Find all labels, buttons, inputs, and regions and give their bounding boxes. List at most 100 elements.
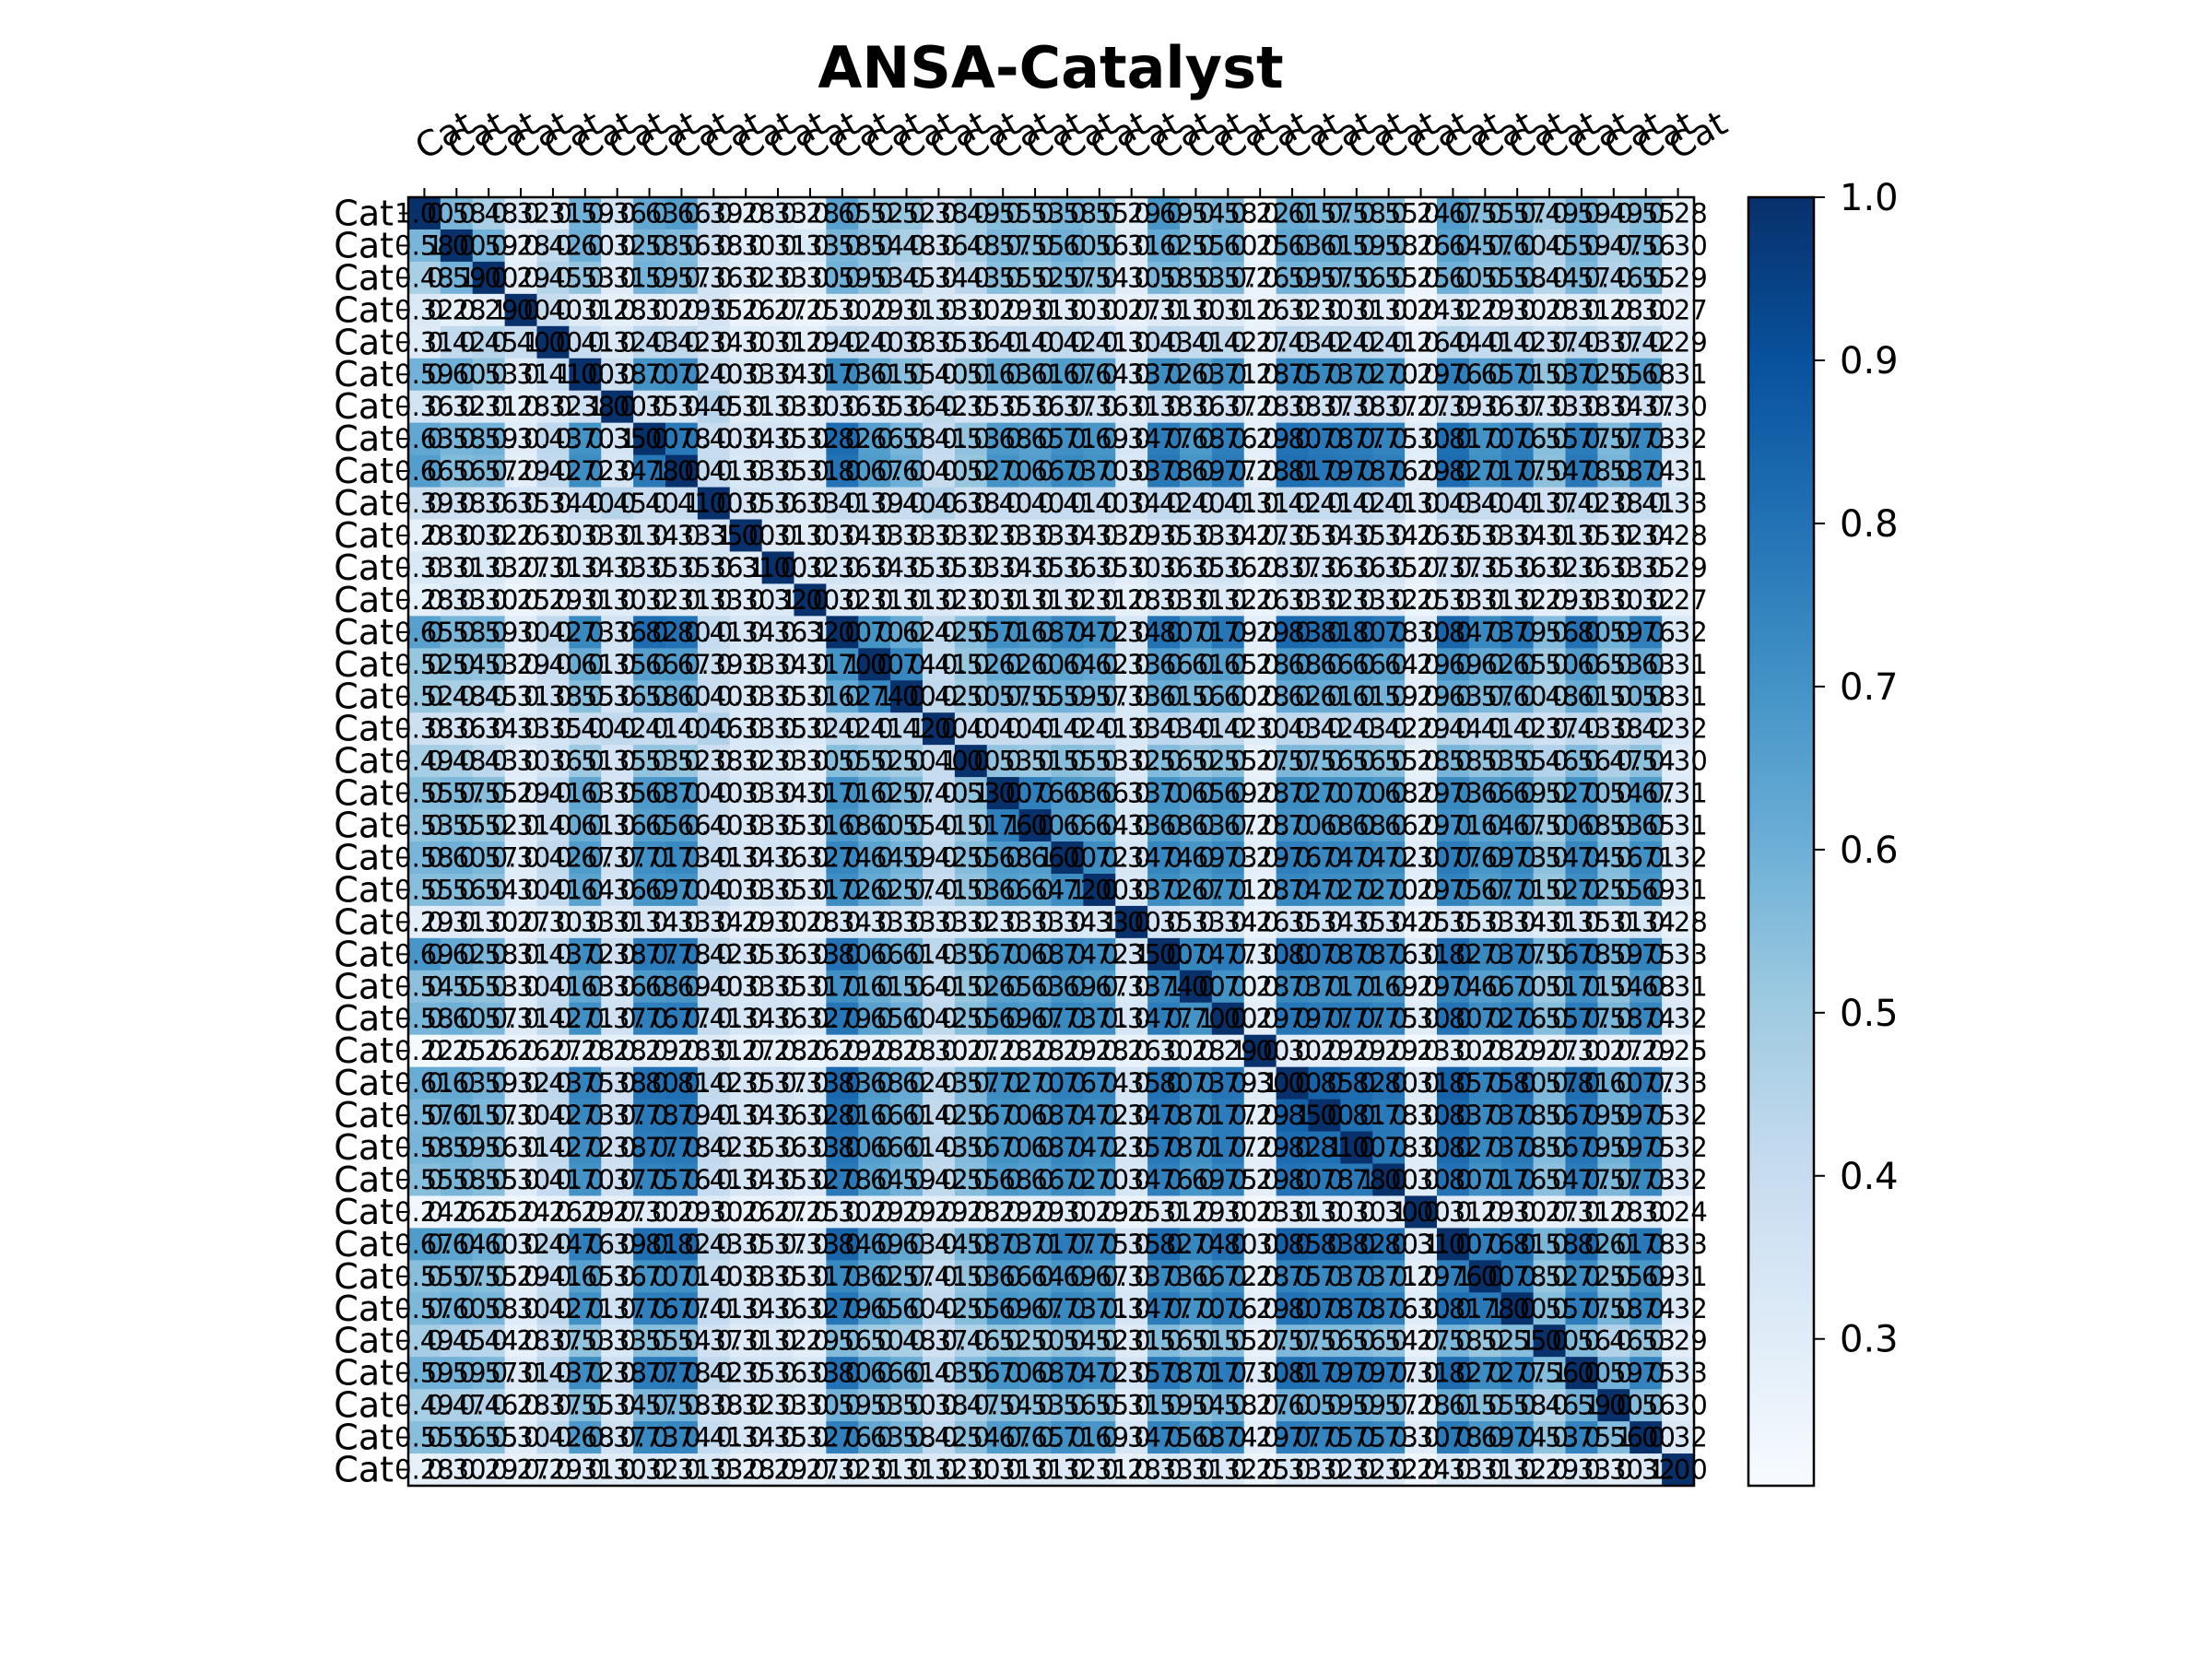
heatmap-cell <box>1115 293 1148 327</box>
heatmap-cell <box>761 325 794 359</box>
heatmap-cell <box>504 229 537 263</box>
heatmap-cell <box>1565 358 1598 392</box>
heatmap-cell <box>536 293 570 327</box>
heatmap-cell <box>569 390 602 424</box>
heatmap-cell <box>729 422 763 455</box>
heatmap-cell <box>1405 358 1438 392</box>
heatmap-cell <box>729 261 763 295</box>
heatmap-cell <box>1180 197 1213 230</box>
heatmap-cell <box>954 261 988 295</box>
heatmap-cell <box>1630 358 1663 392</box>
heatmap-cell <box>1147 229 1181 263</box>
cell-value-label: 0.27 <box>1648 294 1708 325</box>
heatmap-cell <box>986 325 1020 359</box>
cell-value-label: 0.33 <box>1648 488 1708 519</box>
heatmap-cell <box>633 422 666 455</box>
heatmap-cell <box>1018 325 1052 359</box>
chart-title: ANSA-Catalyst <box>818 34 1283 101</box>
heatmap-cell <box>858 293 891 327</box>
heatmap-cell <box>1308 229 1341 263</box>
heatmap-cell <box>569 325 602 359</box>
heatmap-cell <box>633 358 666 392</box>
heatmap-cell <box>1533 229 1566 263</box>
heatmap-cell <box>1500 358 1535 392</box>
heatmap-cell <box>633 390 666 424</box>
heatmap-cell <box>890 261 924 295</box>
heatmap-cell <box>761 229 794 263</box>
cell-value-label: 0.32 <box>1648 617 1708 648</box>
heatmap-cell <box>601 325 634 359</box>
heatmap-cell <box>408 229 441 263</box>
heatmap-cell <box>1662 197 1695 230</box>
heatmap-cell <box>536 261 570 295</box>
heatmap-cell <box>1468 422 1502 455</box>
cell-value-label: 0.32 <box>1648 1422 1708 1453</box>
colorbar-tick-label: 0.5 <box>1840 993 1899 1035</box>
heatmap-cell <box>1500 197 1535 230</box>
heatmap-cell <box>440 422 474 455</box>
heatmap-cell <box>665 390 699 424</box>
heatmap-cell <box>794 325 827 359</box>
heatmap-cell <box>1340 229 1373 263</box>
heatmap-cell <box>1662 229 1695 263</box>
heatmap-cell <box>923 261 956 295</box>
heatmap-cell <box>890 293 924 327</box>
heatmap-cell <box>729 229 763 263</box>
heatmap-cell <box>1211 422 1245 455</box>
heatmap-cell <box>1662 358 1695 392</box>
heatmap-cell <box>729 197 763 230</box>
cell-value-label: 0.33 <box>1648 1358 1708 1389</box>
heatmap-cell <box>1147 325 1181 359</box>
heatmap-cell <box>536 390 570 424</box>
heatmap-cell <box>440 197 474 230</box>
heatmap-cell <box>1115 261 1148 295</box>
heatmap-cell <box>601 358 634 392</box>
heatmap-cell <box>890 229 924 263</box>
heatmap-cell <box>1500 229 1535 263</box>
heatmap-cell <box>1597 197 1630 230</box>
heatmap-cell <box>601 261 634 295</box>
heatmap-cell <box>1630 229 1663 263</box>
heatmap-cell <box>1147 293 1181 327</box>
heatmap-cell <box>1630 422 1663 455</box>
heatmap-cell <box>1115 422 1148 455</box>
heatmap-cell <box>697 358 731 392</box>
heatmap-cell <box>665 229 699 263</box>
heatmap-cell <box>1308 325 1341 359</box>
heatmap-cell <box>761 358 794 392</box>
heatmap-cell <box>1308 293 1341 327</box>
heatmap-cell <box>1083 197 1116 230</box>
heatmap-cell <box>858 229 891 263</box>
heatmap-cell <box>1372 422 1406 455</box>
heatmap-cell <box>1018 229 1052 263</box>
heatmap-cell <box>729 325 763 359</box>
cell-value-label: 0.31 <box>1648 874 1708 905</box>
cell-value-label: 0.31 <box>1648 649 1708 680</box>
heatmap-cell <box>601 422 634 455</box>
cell-value-label: 0.28 <box>1648 197 1708 229</box>
heatmap-cell <box>1147 261 1181 295</box>
heatmap-cell <box>1405 390 1438 424</box>
heatmap-cell <box>1115 229 1148 263</box>
heatmap-cell <box>986 422 1020 455</box>
heatmap-cell <box>1018 422 1052 455</box>
heatmap-cell <box>1180 261 1213 295</box>
heatmap-cell <box>826 197 859 230</box>
cell-value-label: 0.30 <box>1648 746 1708 777</box>
heatmap-cell <box>826 422 859 455</box>
heatmap-cell <box>923 358 956 392</box>
heatmap-cell <box>440 261 474 295</box>
heatmap-cell <box>472 229 506 263</box>
cell-value-label: 0.31 <box>1648 455 1708 487</box>
heatmap-cell <box>1597 261 1630 295</box>
heatmap-cell <box>1276 229 1309 263</box>
heatmap-cell <box>1051 325 1084 359</box>
heatmap-cell <box>761 197 794 230</box>
heatmap-cell <box>504 261 537 295</box>
cell-value-label: 0.31 <box>1648 810 1708 841</box>
heatmap-cell <box>1468 197 1502 230</box>
heatmap-cell <box>665 422 699 455</box>
heatmap-cell <box>1211 293 1245 327</box>
heatmap-cell <box>1468 390 1502 424</box>
heatmap-cell <box>1597 293 1630 327</box>
